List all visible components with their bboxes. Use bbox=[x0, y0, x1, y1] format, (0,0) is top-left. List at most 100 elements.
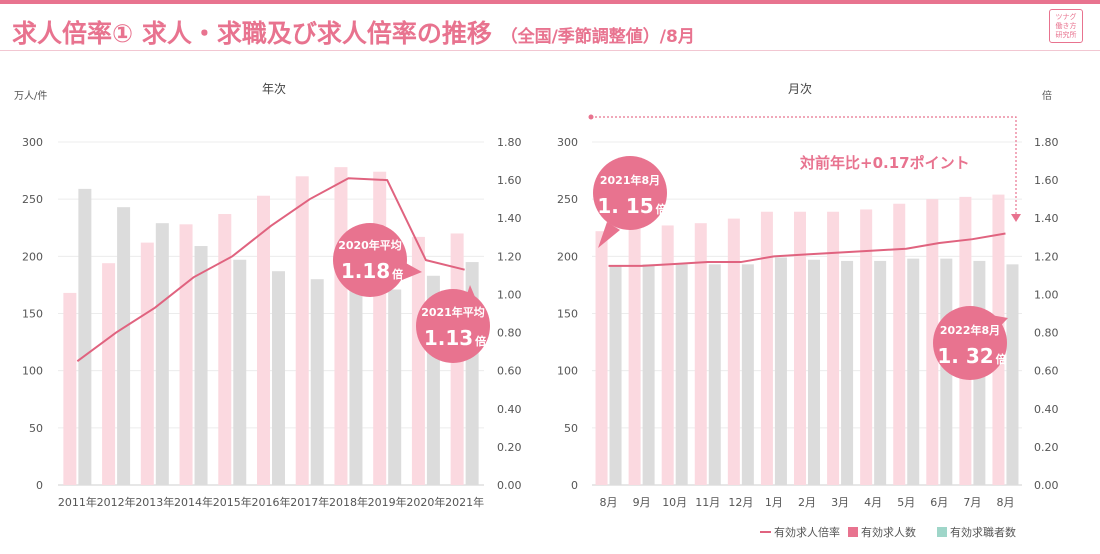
bubble-aug2021-label: 2021年8月 bbox=[600, 173, 660, 187]
annual-left-tick: 150 bbox=[22, 308, 43, 321]
monthly-offers-bar bbox=[926, 199, 939, 485]
monthly-seekers-bar bbox=[808, 259, 820, 485]
annual-right-tick: 0.20 bbox=[497, 441, 522, 454]
annual-seekers-bar bbox=[272, 271, 285, 485]
annual-seekers-bar bbox=[233, 259, 247, 485]
bubble-aug2021-value-line: 1. 15 倍 bbox=[597, 194, 666, 218]
annual-left-tick: 300 bbox=[22, 136, 43, 149]
annual-offers-bar bbox=[411, 236, 425, 485]
annual-offers-bar bbox=[373, 171, 387, 485]
right-axis-unit: 倍 bbox=[1042, 89, 1052, 102]
annual-seekers-bar bbox=[155, 223, 169, 485]
annual-right-tick: 1.40 bbox=[497, 212, 522, 225]
monthly-left-tick: 250 bbox=[557, 193, 578, 206]
annual-right-tick: 1.80 bbox=[497, 136, 522, 149]
monthly-seekers-bar bbox=[708, 264, 721, 485]
title-main: 求人倍率① 求人・求職及び求人倍率の推移 bbox=[12, 19, 492, 48]
monthly-seekers-bar bbox=[642, 264, 655, 485]
header-divider bbox=[0, 50, 1100, 51]
annual-offers-bar bbox=[295, 176, 309, 486]
page-title: 求人倍率① 求人・求職及び求人倍率の推移 （全国/季節調整値）/8月 bbox=[12, 14, 695, 50]
monthly-seekers-bar bbox=[841, 260, 854, 485]
monthly-x-tick: 3月 bbox=[831, 496, 849, 509]
logo-line-1: ツナグ bbox=[1055, 13, 1077, 21]
legend-offers-swatch bbox=[848, 527, 858, 537]
monthly-offers-bar bbox=[893, 203, 906, 486]
monthly-x-tick: 4月 bbox=[864, 496, 882, 509]
annual-left-tick: 100 bbox=[22, 365, 43, 378]
annual-right-tick: 0.60 bbox=[497, 365, 522, 378]
monthly-ratio-line bbox=[608, 232, 1006, 267]
bubble-2020-circle bbox=[333, 223, 407, 297]
monthly-left-tick: 0 bbox=[571, 479, 578, 492]
monthly-x-tick: 8月 bbox=[996, 496, 1014, 509]
monthly-left-tick: 200 bbox=[557, 250, 578, 263]
monthly-offers-bar bbox=[595, 231, 608, 485]
annual-x-tick: 2017年 bbox=[290, 495, 329, 509]
monthly-right-tick: 0.80 bbox=[1034, 327, 1059, 340]
annual-seekers-bar bbox=[388, 289, 402, 485]
monthly-offers-bar bbox=[727, 218, 740, 485]
annual-offers-bar bbox=[63, 292, 77, 485]
bubble-2020-unit: 倍 bbox=[392, 267, 403, 281]
monthly-seekers-bar bbox=[774, 257, 787, 485]
bubble-2021-circle bbox=[416, 289, 490, 363]
annual-x-tick: 2016年 bbox=[252, 495, 291, 509]
legend-offers-label: 有効求人数 bbox=[861, 525, 916, 539]
annual-x-tick: 2020年 bbox=[406, 495, 445, 509]
monthly-offers-bar bbox=[827, 211, 840, 485]
bubble-2020-value-line: 1.18 倍 bbox=[341, 259, 403, 283]
bubble-2021-avg: 2021年平均 1.13 倍 bbox=[416, 285, 490, 363]
yoy-connector bbox=[588, 114, 1021, 222]
monthly-x-tick: 8月 bbox=[600, 496, 618, 509]
connector-dotted-line bbox=[591, 116, 1017, 218]
annual-x-tick: 2019年 bbox=[368, 495, 407, 509]
bubble-2020-value: 1.18 bbox=[341, 259, 390, 283]
monthly-right-tick: 1.20 bbox=[1034, 250, 1059, 263]
annual-x-tick: 2013年 bbox=[135, 495, 174, 509]
annual-offers-bar bbox=[257, 195, 270, 485]
bubble-2021-label: 2021年平均 bbox=[421, 305, 485, 319]
annual-offers-bar bbox=[334, 167, 348, 486]
annual-ratio-line bbox=[76, 177, 465, 362]
bubble-aug2021-circle bbox=[593, 156, 667, 230]
monthly-offers-bar bbox=[794, 211, 806, 485]
monthly-right-tick: 0.40 bbox=[1034, 403, 1059, 416]
annual-x-tick: 2012年 bbox=[97, 495, 136, 509]
monthly-x-tick: 9月 bbox=[633, 496, 651, 509]
bubble-aug2021-unit: 倍 bbox=[656, 202, 667, 216]
bubble-aug2022-value-line: 1. 32 倍 bbox=[937, 344, 1006, 368]
title-subtitle: （全国/季節調整値）/8月 bbox=[500, 27, 695, 47]
bubble-aug2021-value: 1. 15 bbox=[597, 194, 653, 218]
monthly-x-tick: 11月 bbox=[695, 496, 720, 509]
annual-seekers-bar bbox=[117, 207, 131, 486]
monthly-left-tick: 150 bbox=[557, 308, 578, 321]
annual-left-tick: 0 bbox=[36, 479, 43, 492]
bubble-aug2022-unit: 倍 bbox=[996, 352, 1007, 366]
annual-x-tick: 2011年 bbox=[58, 495, 97, 509]
monthly-x-tick: 12月 bbox=[728, 496, 753, 509]
annual-offers-bar bbox=[218, 214, 232, 485]
monthly-right-tick: 1.00 bbox=[1034, 288, 1059, 301]
legend: 有効求人倍率 有効求人数 有効求職者数 bbox=[760, 525, 1016, 539]
monthly-offers-bar bbox=[661, 225, 674, 486]
annual-x-tick: 2015年 bbox=[213, 495, 252, 509]
monthly-offers-bar bbox=[760, 211, 773, 485]
bubble-aug2022-circle bbox=[933, 306, 1007, 380]
annual-right-tick: 0.80 bbox=[497, 327, 522, 340]
monthly-x-tick: 1月 bbox=[765, 496, 783, 509]
annual-chart-title: 年次 bbox=[262, 82, 286, 96]
monthly-x-tick: 10月 bbox=[662, 496, 687, 509]
monthly-seekers-bar bbox=[1006, 264, 1019, 485]
monthly-left-tick: 100 bbox=[557, 365, 578, 378]
bubble-aug-2022: 2022年8月 1. 32 倍 bbox=[933, 306, 1008, 380]
annual-x-tick: 2018年 bbox=[329, 495, 368, 509]
bubble-2020-label: 2020年平均 bbox=[338, 238, 402, 252]
annual-offers-bar bbox=[179, 224, 193, 485]
bubble-aug2021-pointer bbox=[598, 222, 620, 248]
monthly-seekers-bar bbox=[609, 265, 622, 485]
monthly-x-tick: 2月 bbox=[798, 496, 816, 509]
monthly-seekers-bar bbox=[741, 264, 754, 485]
left-axis-unit: 万人/件 bbox=[14, 90, 47, 102]
